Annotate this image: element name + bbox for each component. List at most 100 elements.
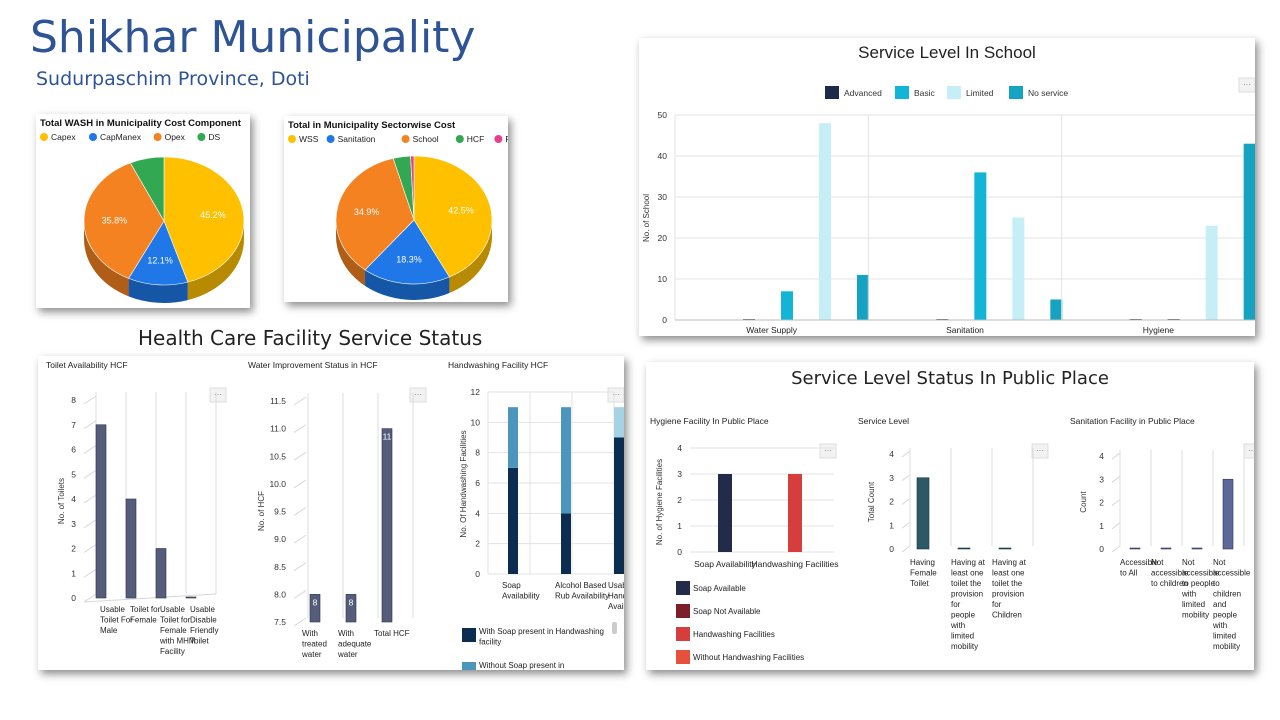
x-tick-label: Rub Availability	[555, 592, 609, 601]
y-tick-label: 8.5	[274, 562, 286, 572]
y-tick-label: 4	[677, 443, 682, 453]
x-tick-label: limited	[951, 632, 974, 641]
chart-title: Water Improvement Status in HCF	[248, 360, 378, 370]
legend-label: DS	[208, 132, 220, 142]
chart-menu-icon: ···	[1248, 446, 1254, 455]
x-tick-label: limited	[1182, 600, 1205, 609]
legend-swatch	[676, 650, 690, 664]
chart-menu-icon: ···	[1243, 80, 1251, 89]
hcf-panel: Toilet Availability HCF ··· 0 1 2 3 4 5 6 7 8 No. o…	[38, 356, 656, 676]
chart-menu-button	[409, 387, 427, 403]
y-tick-label: 1	[71, 568, 76, 578]
x-tick-label: to	[1213, 579, 1220, 588]
data-label: 11	[383, 432, 392, 442]
x-tick-label: to people	[1182, 579, 1215, 588]
x-tick-label: provision	[951, 590, 983, 599]
x-tick-label: for	[992, 600, 1002, 609]
legend-swatch	[462, 662, 476, 676]
grid-line	[901, 498, 911, 505]
legend-swatch	[455, 135, 464, 143]
y-tick-label: 8	[475, 448, 480, 458]
x-tick-label: Soap Availability	[694, 559, 756, 569]
pie-slice	[335, 157, 415, 271]
x-tick-label: Handwashing	[608, 592, 624, 601]
x-tick-label: Handwashing Facilities	[752, 559, 839, 569]
bar	[718, 474, 732, 552]
pie-slice	[410, 155, 415, 221]
y-tick-label: 0	[1099, 544, 1104, 554]
bar	[155, 548, 167, 599]
grid-line	[293, 589, 307, 599]
grid-line	[293, 534, 307, 544]
x-tick-label: accessible	[1151, 569, 1189, 578]
x-tick-label: toilet the	[992, 579, 1023, 588]
bar	[1160, 547, 1172, 550]
chart-title: Handwashing Facility HCF	[448, 360, 548, 370]
bar-segment	[561, 513, 571, 574]
legend-swatch	[153, 133, 162, 141]
bar	[345, 594, 357, 623]
public-place-panel: Service Level Status In Public Place Hyg…	[646, 362, 1261, 670]
x-tick-label: for	[951, 600, 961, 609]
pie-slice-side	[84, 221, 129, 297]
bar	[974, 172, 987, 320]
hcf-heading: Health Care Facility Service Status	[138, 326, 483, 350]
grid-line	[83, 544, 97, 553]
x-tick-label: Female	[130, 616, 157, 625]
public-place-bar-charts: Hygiene Facility In Public Place ··· 0 1 2 3 4…	[650, 416, 1261, 664]
y-axis-label: No. Of Handwashing Facilities	[459, 430, 468, 537]
legend-label: Sanitation	[338, 134, 376, 144]
legend-label: PP	[505, 134, 508, 144]
y-tick-label: 50	[658, 110, 668, 120]
y-tick-label: 7.5	[274, 617, 286, 627]
pie-slice	[413, 155, 493, 278]
x-tick-label: with MHM	[159, 637, 196, 646]
legend-label: Soap Available	[693, 584, 746, 593]
x-tick-label: Usable	[608, 581, 624, 590]
grid-line	[83, 395, 97, 405]
legend-scrollbar	[612, 622, 617, 634]
y-tick-label: 10	[658, 274, 668, 284]
data-label: 8	[349, 597, 354, 607]
legend-swatch	[89, 133, 97, 141]
pie-slice	[129, 156, 165, 223]
y-tick-label: 8	[71, 395, 76, 405]
x-tick-label: adequate	[338, 640, 372, 649]
pie-value-label: 35.8%	[102, 216, 128, 226]
y-axis-label: Count	[1079, 491, 1088, 513]
x-tick-label: limited	[1213, 632, 1236, 641]
legend-swatch	[462, 628, 476, 642]
public-place-heading: Service Level Status In Public Place	[791, 368, 1109, 389]
x-tick-label: Not	[1213, 558, 1226, 567]
wash-cost-panel: Total WASH in Municipality Cost Componen…	[36, 114, 250, 308]
y-tick-label: 20	[658, 233, 668, 243]
legend-label: With Soap present in Handwashing	[479, 627, 604, 636]
chart-menu-icon: ···	[1036, 446, 1044, 455]
x-tick-label: Facility	[160, 647, 185, 656]
y-tick-label: 30	[658, 192, 668, 202]
x-tick-label: people	[1213, 611, 1238, 620]
grid-line	[293, 507, 307, 516]
x-tick-label: Having at	[992, 558, 1027, 567]
bar-segment	[614, 407, 624, 438]
x-tick-label: Water Supply	[746, 325, 797, 335]
pie-value-label: 34.9%	[354, 207, 380, 217]
x-tick-label: least one	[951, 569, 984, 578]
y-tick-label: 12	[471, 387, 481, 397]
legend-label: CapManex	[100, 132, 142, 142]
x-tick-label: Not	[1151, 558, 1164, 567]
grid-line	[293, 617, 307, 627]
bar	[95, 424, 107, 599]
chart-title: Toilet Availability HCF	[46, 360, 128, 370]
bar-segment	[508, 407, 518, 468]
x-tick-label: mobility	[1182, 611, 1209, 620]
legend-swatch	[1009, 86, 1023, 99]
x-tick-label: Disable	[190, 616, 217, 625]
chart-title: Service Level In School	[858, 43, 1036, 62]
grid-line	[1111, 545, 1121, 553]
bar	[1222, 478, 1234, 550]
legend-swatch	[895, 86, 909, 99]
grid-line	[83, 494, 97, 504]
legend-swatch	[676, 604, 690, 618]
page-subtitle: Sudurpaschim Province, Doti	[36, 68, 310, 90]
